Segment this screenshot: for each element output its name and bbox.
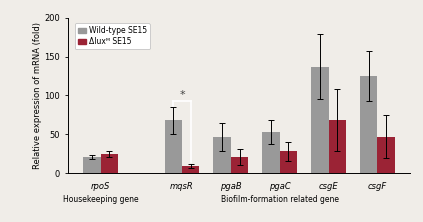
Text: Housekeeping gene: Housekeeping gene <box>63 195 138 204</box>
Bar <box>262 132 280 173</box>
Text: pgaB: pgaB <box>220 182 242 192</box>
Bar <box>360 76 377 173</box>
Bar <box>311 67 329 173</box>
Bar <box>101 154 118 173</box>
Text: mqsR: mqsR <box>170 182 194 192</box>
Bar <box>165 120 182 173</box>
Y-axis label: Relative expression of mRNA (fold): Relative expression of mRNA (fold) <box>33 22 41 169</box>
Text: pgaC: pgaC <box>269 182 291 192</box>
Bar <box>280 151 297 173</box>
Bar <box>377 137 395 173</box>
Bar <box>329 120 346 173</box>
Text: rpoS: rpoS <box>91 182 110 192</box>
Text: *: * <box>179 90 185 100</box>
Bar <box>182 166 199 173</box>
Text: csgE: csgE <box>319 182 338 192</box>
Bar <box>231 157 248 173</box>
Bar <box>214 137 231 173</box>
Text: csgF: csgF <box>368 182 387 192</box>
Text: Biofilm-formation related gene: Biofilm-formation related gene <box>221 195 339 204</box>
Bar <box>83 157 101 173</box>
Legend: Wild-type SE15, Δluxᴹ SE15: Wild-type SE15, Δluxᴹ SE15 <box>75 23 150 49</box>
